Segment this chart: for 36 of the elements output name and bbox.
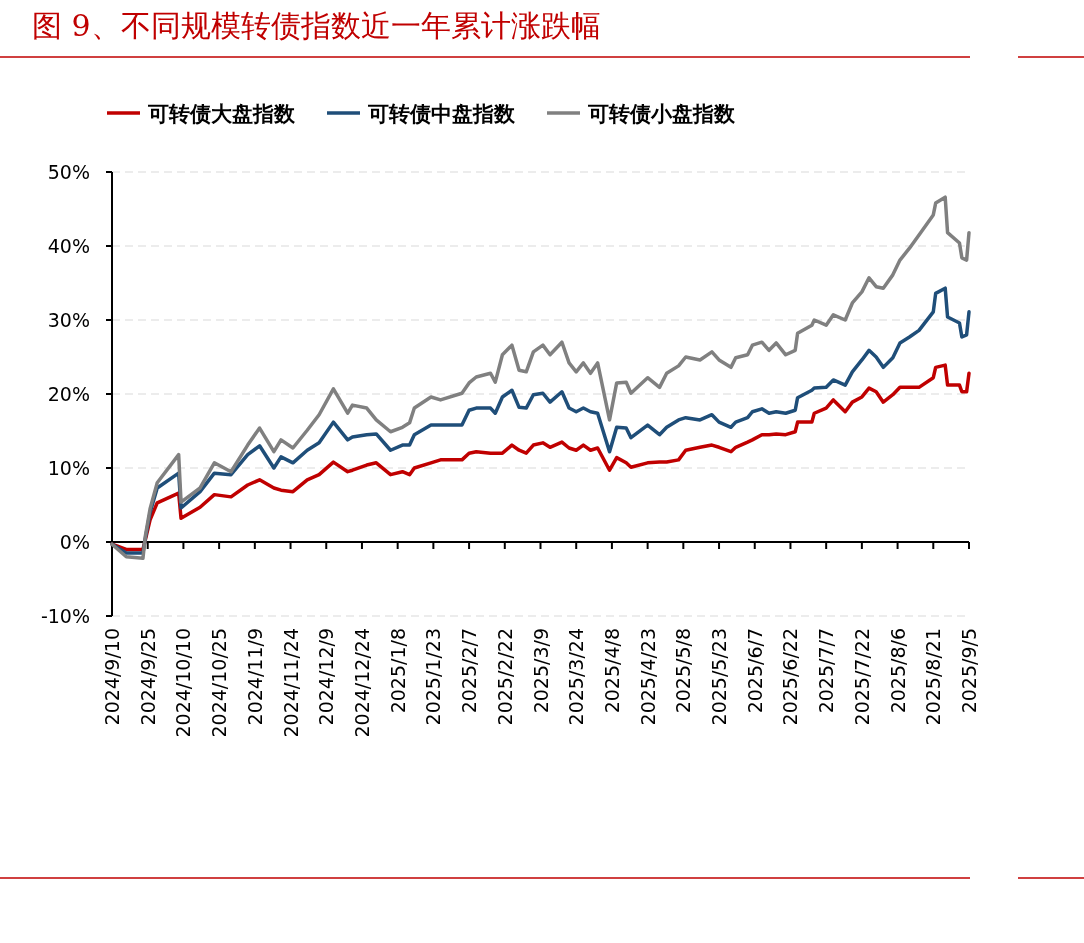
x-tick-label: 2024/11/9 bbox=[243, 628, 266, 726]
y-tick-label: 30% bbox=[47, 309, 90, 331]
chart-title: 图 9、不同规模转债指数近一年累计涨跌幅 bbox=[32, 8, 601, 43]
x-tick-label: 2024/10/10 bbox=[172, 628, 195, 738]
legend-label: 可转债小盘指数 bbox=[587, 102, 736, 126]
y-tick-label: 20% bbox=[47, 383, 90, 405]
x-tick-label: 2025/5/23 bbox=[708, 628, 731, 726]
x-tick-label: 2024/9/25 bbox=[136, 628, 159, 726]
y-tick-label: 10% bbox=[47, 457, 90, 479]
x-tick-label: 2025/2/7 bbox=[458, 628, 481, 714]
x-tick-label: 2025/7/7 bbox=[815, 628, 838, 714]
x-tick-label: 2025/8/21 bbox=[922, 628, 945, 726]
x-tick-label: 2025/9/5 bbox=[958, 628, 980, 714]
x-tick-label: 2024/9/10 bbox=[101, 628, 123, 726]
x-tick-label: 2025/5/8 bbox=[672, 628, 695, 714]
x-tick-label: 2025/4/8 bbox=[600, 628, 623, 714]
x-tick-label: 2024/10/25 bbox=[208, 628, 231, 738]
y-tick-label: 40% bbox=[47, 235, 90, 257]
x-tick-label: 2025/2/22 bbox=[493, 628, 516, 726]
x-tick-label: 2025/1/23 bbox=[422, 628, 445, 726]
x-tick-label: 2025/6/22 bbox=[779, 628, 802, 726]
x-tick-label: 2024/12/24 bbox=[350, 628, 373, 738]
x-tick-label: 2025/7/22 bbox=[850, 628, 873, 726]
x-tick-label: 2025/3/24 bbox=[565, 628, 588, 726]
x-tick-label: 2024/11/24 bbox=[279, 628, 302, 738]
x-tick-label: 2024/12/9 bbox=[315, 628, 338, 726]
legend-label: 可转债大盘指数 bbox=[147, 102, 296, 126]
x-tick-label: 2025/3/9 bbox=[529, 628, 552, 714]
x-tick-label: 2025/8/6 bbox=[886, 628, 909, 714]
y-tick-label: -10% bbox=[40, 605, 90, 627]
x-tick-label: 2025/1/8 bbox=[386, 628, 409, 714]
x-tick-label: 2025/6/7 bbox=[743, 628, 766, 714]
y-tick-label: 50% bbox=[47, 161, 90, 183]
y-tick-label: 0% bbox=[59, 531, 90, 553]
legend-label: 可转债中盘指数 bbox=[367, 102, 516, 126]
x-tick-label: 2025/4/23 bbox=[636, 628, 659, 726]
